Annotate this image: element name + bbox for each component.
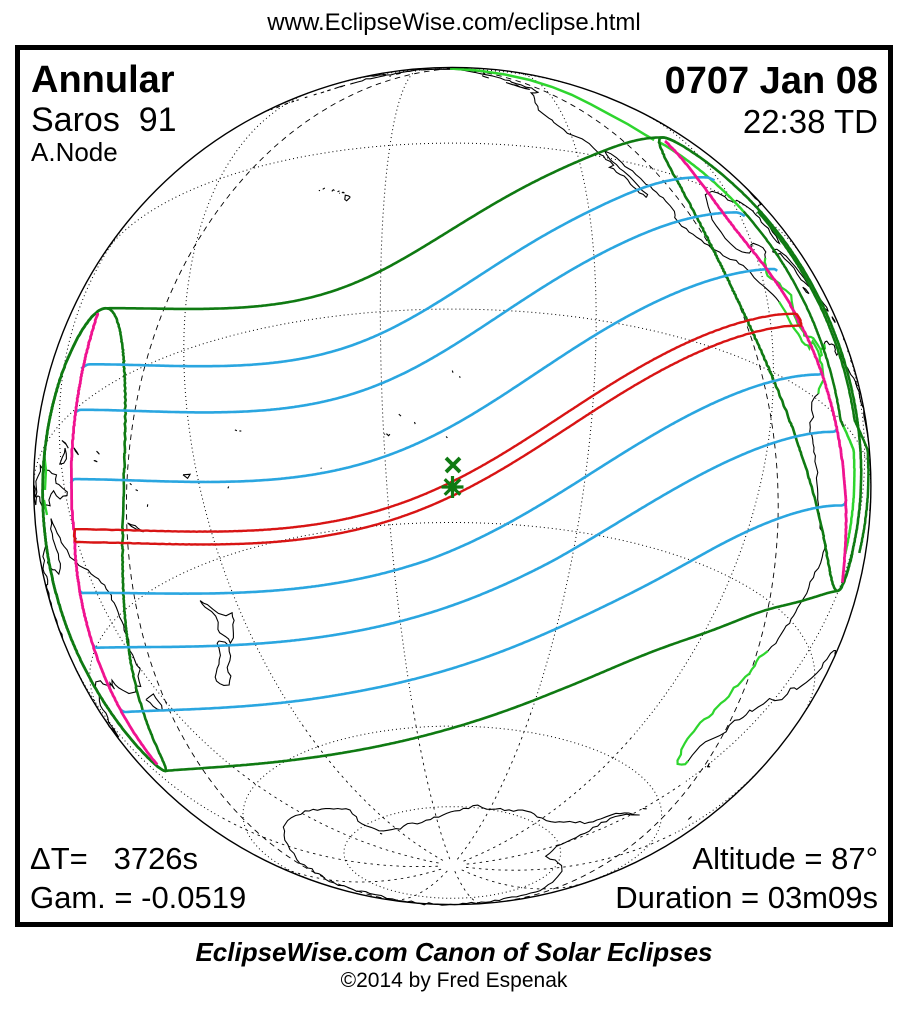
svg-text:Altitude = 87°: Altitude = 87°	[692, 841, 878, 876]
svg-text:ΔT= 3726s: ΔT= 3726s	[30, 841, 198, 876]
svg-text:©2014 by Fred Espenak: ©2014 by Fred Espenak	[341, 969, 568, 992]
svg-text:Gam. = -0.0519: Gam. = -0.0519	[30, 880, 246, 915]
svg-text:Annular: Annular	[31, 59, 175, 101]
svg-text:22:38 TD: 22:38 TD	[743, 103, 878, 140]
svg-text:0707 Jan 08: 0707 Jan 08	[665, 60, 878, 102]
svg-text:Duration = 03m09s: Duration = 03m09s	[615, 880, 878, 915]
svg-text:Saros 91: Saros 91	[31, 101, 177, 139]
svg-text:A.Node: A.Node	[31, 137, 118, 167]
svg-text:www.EclipseWise.com/eclipse.ht: www.EclipseWise.com/eclipse.html	[266, 9, 640, 36]
svg-text:EclipseWise.com Canon of Solar: EclipseWise.com Canon of Solar Eclipses	[195, 937, 712, 967]
